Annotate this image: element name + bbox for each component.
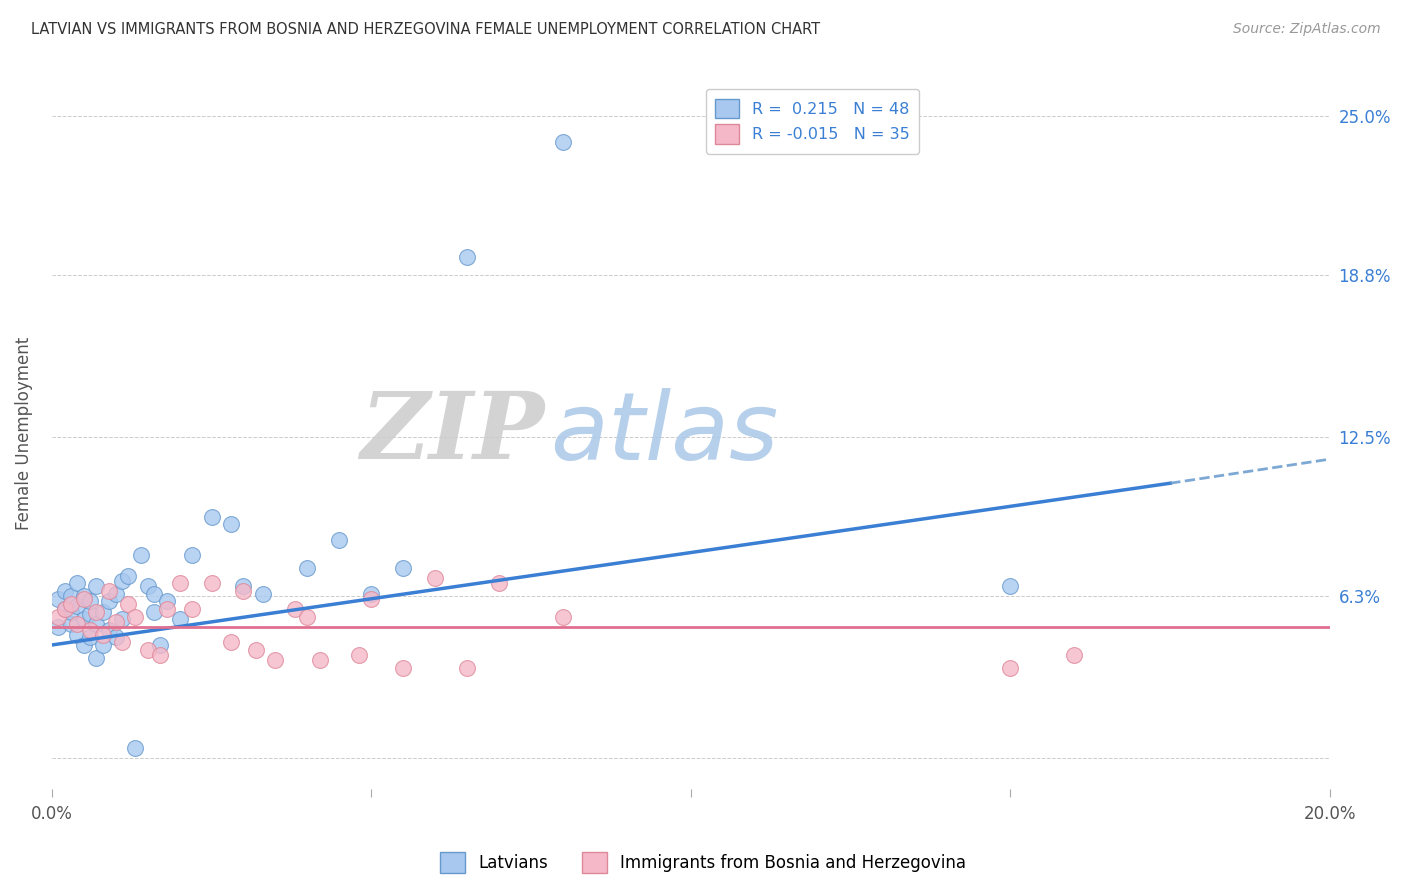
Point [46, 591, 69, 606]
Point [245, 643, 267, 657]
Point [104, 615, 127, 629]
Point [86, 617, 108, 632]
Point [143, 587, 166, 601]
Point [347, 648, 370, 663]
Point [79, 623, 101, 637]
Point [91, 628, 114, 642]
Point [551, 609, 574, 624]
Point [111, 612, 134, 626]
Point [66, 576, 89, 591]
Point [156, 602, 179, 616]
Point [456, 250, 478, 264]
Point [104, 587, 127, 601]
Point [86, 605, 108, 619]
Point [66, 599, 89, 614]
Point [66, 628, 89, 642]
Point [111, 635, 134, 649]
Text: Source: ZipAtlas.com: Source: ZipAtlas.com [1233, 22, 1381, 37]
Point [252, 587, 274, 601]
Point [124, 740, 146, 755]
Point [98, 594, 121, 608]
Point [59, 597, 82, 611]
Point [219, 635, 242, 649]
Point [91, 605, 114, 619]
Point [66, 617, 89, 632]
Point [297, 561, 319, 575]
Point [59, 589, 82, 603]
Point [53, 602, 76, 616]
Point [59, 605, 82, 619]
Point [425, 571, 447, 585]
Point [1000, 661, 1022, 675]
Point [98, 623, 121, 637]
Point [136, 579, 159, 593]
Point [73, 638, 96, 652]
Point [136, 643, 159, 657]
Point [360, 587, 382, 601]
Point [79, 594, 101, 608]
Point [86, 650, 108, 665]
Point [86, 579, 108, 593]
Point [200, 576, 222, 591]
Point [232, 584, 254, 599]
Point [169, 576, 191, 591]
Point [104, 630, 127, 644]
Point [79, 630, 101, 644]
Text: ZIP: ZIP [360, 388, 544, 478]
Point [181, 548, 204, 562]
Point [73, 591, 96, 606]
Point [200, 509, 222, 524]
Point [1063, 648, 1085, 663]
Point [143, 605, 166, 619]
Point [488, 576, 510, 591]
Point [73, 612, 96, 626]
Point [309, 653, 332, 667]
Point [328, 533, 350, 547]
Y-axis label: Female Unemployment: Female Unemployment [15, 336, 32, 530]
Point [46, 609, 69, 624]
Point [219, 517, 242, 532]
Point [456, 661, 478, 675]
Point [392, 561, 415, 575]
Point [297, 609, 319, 624]
Point [117, 568, 139, 582]
Legend: Latvians, Immigrants from Bosnia and Herzegovina: Latvians, Immigrants from Bosnia and Her… [433, 846, 973, 880]
Point [117, 597, 139, 611]
Point [46, 620, 69, 634]
Point [181, 602, 204, 616]
Point [264, 653, 287, 667]
Point [149, 648, 172, 663]
Point [149, 638, 172, 652]
Point [79, 607, 101, 622]
Legend: R =  0.215   N = 48, R = -0.015   N = 35: R = 0.215 N = 48, R = -0.015 N = 35 [706, 89, 920, 153]
Point [59, 617, 82, 632]
Point [551, 135, 574, 149]
Point [53, 584, 76, 599]
Point [73, 589, 96, 603]
Point [156, 594, 179, 608]
Point [360, 591, 382, 606]
Point [284, 602, 307, 616]
Point [1000, 579, 1022, 593]
Point [124, 609, 146, 624]
Point [111, 574, 134, 588]
Point [129, 548, 152, 562]
Point [98, 584, 121, 599]
Point [169, 612, 191, 626]
Point [53, 602, 76, 616]
Text: LATVIAN VS IMMIGRANTS FROM BOSNIA AND HERZEGOVINA FEMALE UNEMPLOYMENT CORRELATIO: LATVIAN VS IMMIGRANTS FROM BOSNIA AND HE… [31, 22, 820, 37]
Point [91, 638, 114, 652]
Point [232, 579, 254, 593]
Text: atlas: atlas [550, 388, 779, 479]
Point [392, 661, 415, 675]
